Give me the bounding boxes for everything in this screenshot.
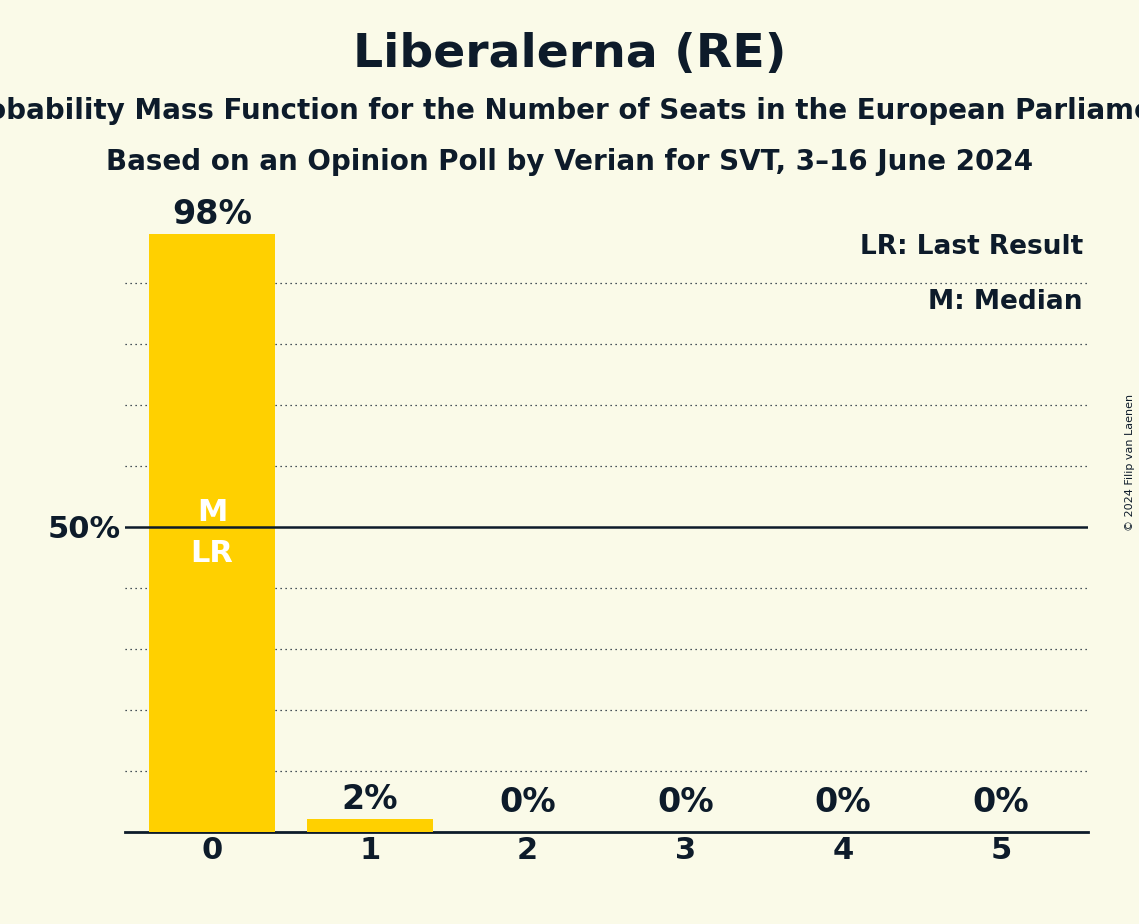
Text: 0%: 0% [499, 786, 556, 820]
Bar [306, 820, 433, 832]
Text: © 2024 Filip van Laenen: © 2024 Filip van Laenen [1125, 394, 1134, 530]
Text: 2%: 2% [342, 784, 399, 817]
Bar [149, 234, 276, 832]
Text: 0%: 0% [814, 786, 871, 820]
Text: 0%: 0% [657, 786, 714, 820]
Text: Liberalerna (RE): Liberalerna (RE) [353, 32, 786, 78]
Text: 0%: 0% [973, 786, 1030, 820]
Text: M: Median: M: Median [928, 289, 1083, 315]
Text: Probability Mass Function for the Number of Seats in the European Parliament: Probability Mass Function for the Number… [0, 97, 1139, 125]
Text: 98%: 98% [172, 198, 252, 231]
Text: M
LR: M LR [190, 498, 233, 567]
Text: LR: Last Result: LR: Last Result [860, 234, 1083, 260]
Text: Based on an Opinion Poll by Verian for SVT, 3–16 June 2024: Based on an Opinion Poll by Verian for S… [106, 148, 1033, 176]
